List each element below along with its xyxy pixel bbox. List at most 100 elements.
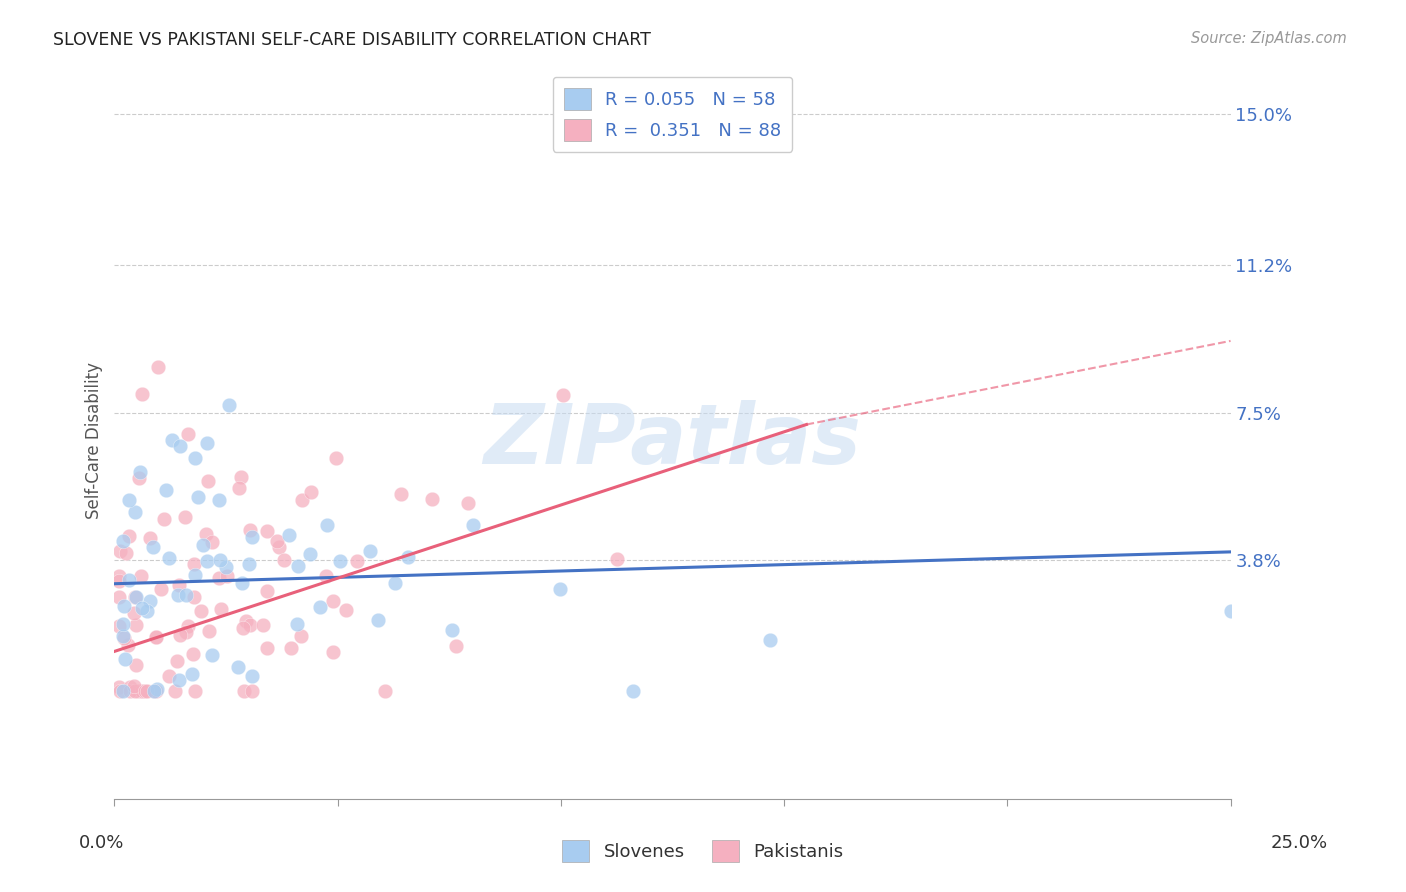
Point [183,557,205,571]
Point [118,680,141,694]
Point [187,490,209,504]
Point [335,603,357,617]
Point [242,669,264,683]
Point [108,568,131,582]
Point [280,641,302,656]
Point [160,434,183,448]
Point [266,534,288,549]
Point [184,568,207,582]
Point [131,684,153,698]
Point [367,613,389,627]
Point [299,485,322,500]
Point [269,540,291,554]
Point [240,684,263,698]
Point [169,628,191,642]
Point [117,639,139,653]
Point [167,578,190,592]
Point [229,470,252,484]
Point [1219,604,1241,618]
Point [218,399,240,413]
Point [256,641,278,656]
Point [177,618,200,632]
Point [238,523,260,537]
Point [240,530,263,544]
Point [322,594,344,608]
Point [252,617,274,632]
Point [131,601,153,615]
Point [118,529,141,543]
Point [232,621,254,635]
Point [287,559,309,574]
Point [124,505,146,519]
Point [208,553,231,567]
Point [138,593,160,607]
Point [122,607,145,621]
Point [228,481,250,495]
Point [440,623,463,637]
Point [180,666,202,681]
Point [389,487,412,501]
Point [108,684,131,698]
Legend: R = 0.055   N = 58, R =  0.351   N = 88: R = 0.055 N = 58, R = 0.351 N = 88 [553,77,792,152]
Point [153,511,176,525]
Legend: Slovenes, Pakistanis: Slovenes, Pakistanis [555,833,851,870]
Point [201,535,224,549]
Point [118,492,141,507]
Point [155,483,177,497]
Point [374,684,396,698]
Point [108,544,131,558]
Point [112,629,135,643]
Point [174,588,197,602]
Point [124,684,146,698]
Point [285,616,308,631]
Point [108,590,131,604]
Point [215,559,238,574]
Point [290,629,312,643]
Point [177,426,200,441]
Point [131,387,153,401]
Point [118,573,141,587]
Point [208,492,231,507]
Point [396,550,419,565]
Point [145,630,167,644]
Point [127,684,149,698]
Point [108,680,131,694]
Point [142,684,165,698]
Point [325,451,347,466]
Point [197,474,219,488]
Point [291,492,314,507]
Point [226,660,249,674]
Point [346,554,368,568]
Point [420,491,443,506]
Point [165,684,187,698]
Point [201,648,224,663]
Point [315,569,337,583]
Point [256,524,278,539]
Point [322,645,344,659]
Point [238,557,260,571]
Point [129,569,152,583]
Point [184,684,207,698]
Point [157,669,180,683]
Point [256,583,278,598]
Point [233,684,256,698]
Point [157,550,180,565]
Point [174,625,197,640]
Point [124,590,146,604]
Point [142,540,165,554]
Point [114,546,136,560]
Point [759,633,782,648]
Point [209,602,232,616]
Point [112,616,135,631]
Point [136,603,159,617]
Point [359,544,381,558]
Point [621,684,644,698]
Point [190,604,212,618]
Point [277,528,299,542]
Point [125,658,148,673]
Point [183,450,205,465]
Point [134,684,156,698]
Point [273,553,295,567]
Point [112,684,135,698]
Point [384,576,406,591]
